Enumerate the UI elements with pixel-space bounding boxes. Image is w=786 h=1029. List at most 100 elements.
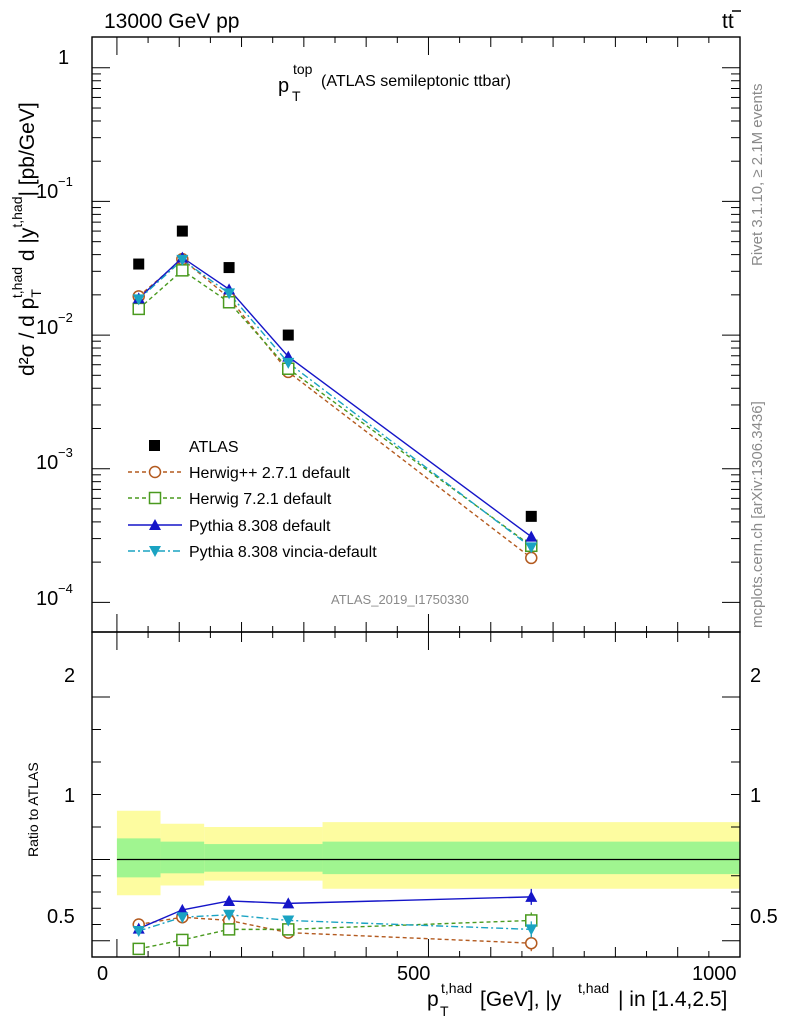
main-point-vincia-2 — [223, 288, 236, 300]
process-tbar: t — [728, 10, 734, 33]
main-title-sub: T — [292, 88, 301, 104]
main-line-herwigpp — [138, 258, 532, 559]
ratio-y-tick-2: 2 — [64, 665, 75, 687]
ratio-y-tick-0.5: 0.5 — [47, 906, 75, 928]
main-y-tick-0.01-exp: −2 — [58, 310, 73, 325]
legend-herwigpp-marker — [148, 465, 162, 479]
ratio-y-tick-2-right: 2 — [750, 665, 761, 687]
ratio-markers — [132, 888, 538, 956]
energy-label: 13000 GeV pp — [104, 10, 239, 33]
main-y-tick-0.001: 10 −3 — [36, 445, 73, 474]
analysis-id: ATLAS_2019_I1750330 — [331, 592, 469, 607]
main-y-tick-0.1: 10 −1 — [36, 174, 73, 203]
main-point-vincia-0 — [132, 294, 145, 306]
ratio-y-tick-1: 1 — [64, 785, 75, 807]
main-title: p — [278, 75, 289, 97]
legend: ATLAS Herwig++ 2.7.1 default Herwig 7.2.… — [128, 439, 377, 561]
process-label: tt — [722, 10, 734, 33]
main-point-vincia-4 — [525, 542, 538, 554]
main-point-vincia-1 — [176, 254, 189, 266]
ratio-point-herwig7-2 — [222, 923, 236, 936]
ratio-point-vincia-1 — [176, 912, 189, 924]
main-y-tick-0.0001-exp: −4 — [58, 581, 73, 596]
ratio-point-herwigpp-4 — [525, 936, 538, 950]
main-y-tick-0.001-exp: −3 — [58, 445, 73, 460]
band-inner-3 — [322, 841, 740, 875]
main-point-atlas-3 — [282, 329, 294, 341]
ylabel-sup1: t,had — [9, 267, 25, 298]
main-frame — [91, 36, 741, 633]
xlabel-tail: | in [1.4,2.5] — [618, 988, 727, 1011]
main-y-tick-1: 1 — [58, 47, 69, 69]
main-point-atlas-0 — [133, 258, 145, 270]
main-ylabel-text: d²σ / d pTt,had d |yt,had| [pb/GeV] — [9, 102, 44, 376]
main-y-tick-0.0001: 10 −4 — [36, 581, 73, 610]
ylabel-mid: d |y — [16, 227, 39, 267]
ylabel-sup2: t,had — [9, 197, 25, 228]
ratio-y-axis-label: Ratio to ATLAS — [25, 762, 41, 857]
main-point-herwigpp-4 — [525, 551, 538, 565]
x-tick-0: 0 — [97, 963, 108, 985]
ratio-ticks — [92, 632, 741, 957]
ratio-y-tick-0.5-right: 0.5 — [750, 906, 778, 928]
main-point-atlas-1 — [176, 225, 188, 237]
ratio-panel: 2 1 0.5 2 1 0.5 Ratio to ATLAS 0 500 100… — [25, 631, 778, 1019]
xlabel-mid: [GeV], |y — [480, 988, 562, 1011]
ratio-point-pythia-2 — [223, 894, 236, 906]
ratio-point-vincia-3 — [282, 915, 295, 927]
main-point-pythia-4 — [525, 530, 538, 542]
ratio-point-pythia-4 — [525, 890, 538, 902]
main-point-vincia-3 — [282, 357, 295, 369]
ratio-bands — [116, 810, 740, 896]
main-title-p: p — [278, 75, 289, 97]
band-inner-2 — [204, 844, 323, 872]
main-point-atlas-2 — [223, 262, 235, 274]
ylabel-sub1: T — [28, 289, 44, 298]
main-y-axis-label: d²σ / d pTt,had d |yt,had| [pb/GeV] — [9, 102, 44, 376]
main-curves — [138, 256, 532, 559]
ylabel-tail: | [pb/GeV] — [16, 102, 39, 196]
main-y-tick-0.01-base: 10 — [36, 317, 58, 339]
band-inner-0 — [116, 838, 161, 878]
legend-herwig7-marker — [148, 491, 162, 505]
main-point-atlas-4 — [525, 510, 537, 522]
ylabel-main: d²σ / d p — [16, 298, 39, 376]
process-t: t — [722, 10, 728, 33]
main-ticks — [92, 37, 741, 632]
x-tick-500: 500 — [397, 963, 430, 985]
xlabel-sup1: t,had — [441, 980, 472, 996]
x-axis-label: p t,had T [GeV], |y t,had | in [1.4,2.5] — [427, 980, 727, 1019]
ratio-point-vincia-4 — [525, 924, 538, 936]
xlabel-sub: T — [440, 1003, 449, 1019]
legend-pythia-marker — [149, 519, 161, 530]
ratio-point-pythia-3 — [282, 897, 295, 909]
legend-vincia-label: Pythia 8.308 vincia-default — [189, 544, 377, 561]
ratio-point-herwig7-0 — [132, 942, 145, 956]
legend-atlas-marker — [149, 440, 160, 451]
legend-herwig7-label: Herwig 7.2.1 default — [189, 491, 332, 508]
main-y-tick-0.1-base: 10 — [36, 181, 58, 203]
main-title-sup: top — [293, 61, 313, 77]
band-inner-1 — [160, 841, 205, 874]
main-y-tick-0.01: 10 −2 — [36, 310, 73, 339]
rivet-label: Rivet 3.1.10, ≥ 2.1M events — [749, 84, 766, 267]
legend-vincia-marker — [149, 546, 161, 557]
ratio-point-pythia-1 — [176, 903, 189, 915]
x-tick-1000: 1000 — [692, 963, 737, 985]
xlabel-sup2: t,had — [578, 980, 609, 996]
ratio-line-herwigpp — [138, 916, 532, 944]
main-y-tick-0.1-exp: −1 — [58, 174, 73, 189]
legend-pythia-label: Pythia 8.308 default — [189, 518, 331, 535]
ratio-point-herwig7-1 — [176, 933, 189, 947]
main-y-tick-0.001-base: 10 — [36, 452, 58, 474]
main-markers — [132, 225, 538, 565]
mcplots-label: mcplots.cern.ch [arXiv:1306.3436] — [749, 401, 766, 628]
ratio-point-vincia-2 — [223, 909, 236, 921]
ratio-line-vincia — [138, 914, 532, 932]
legend-herwigpp-label: Herwig++ 2.7.1 default — [189, 465, 351, 482]
main-panel: p top T (ATLAS semileptonic ttbar) ATLAS… — [9, 36, 741, 633]
ratio-curves — [138, 896, 532, 950]
legend-atlas-label: ATLAS — [189, 439, 239, 456]
ratio-line-pythia — [138, 896, 532, 930]
